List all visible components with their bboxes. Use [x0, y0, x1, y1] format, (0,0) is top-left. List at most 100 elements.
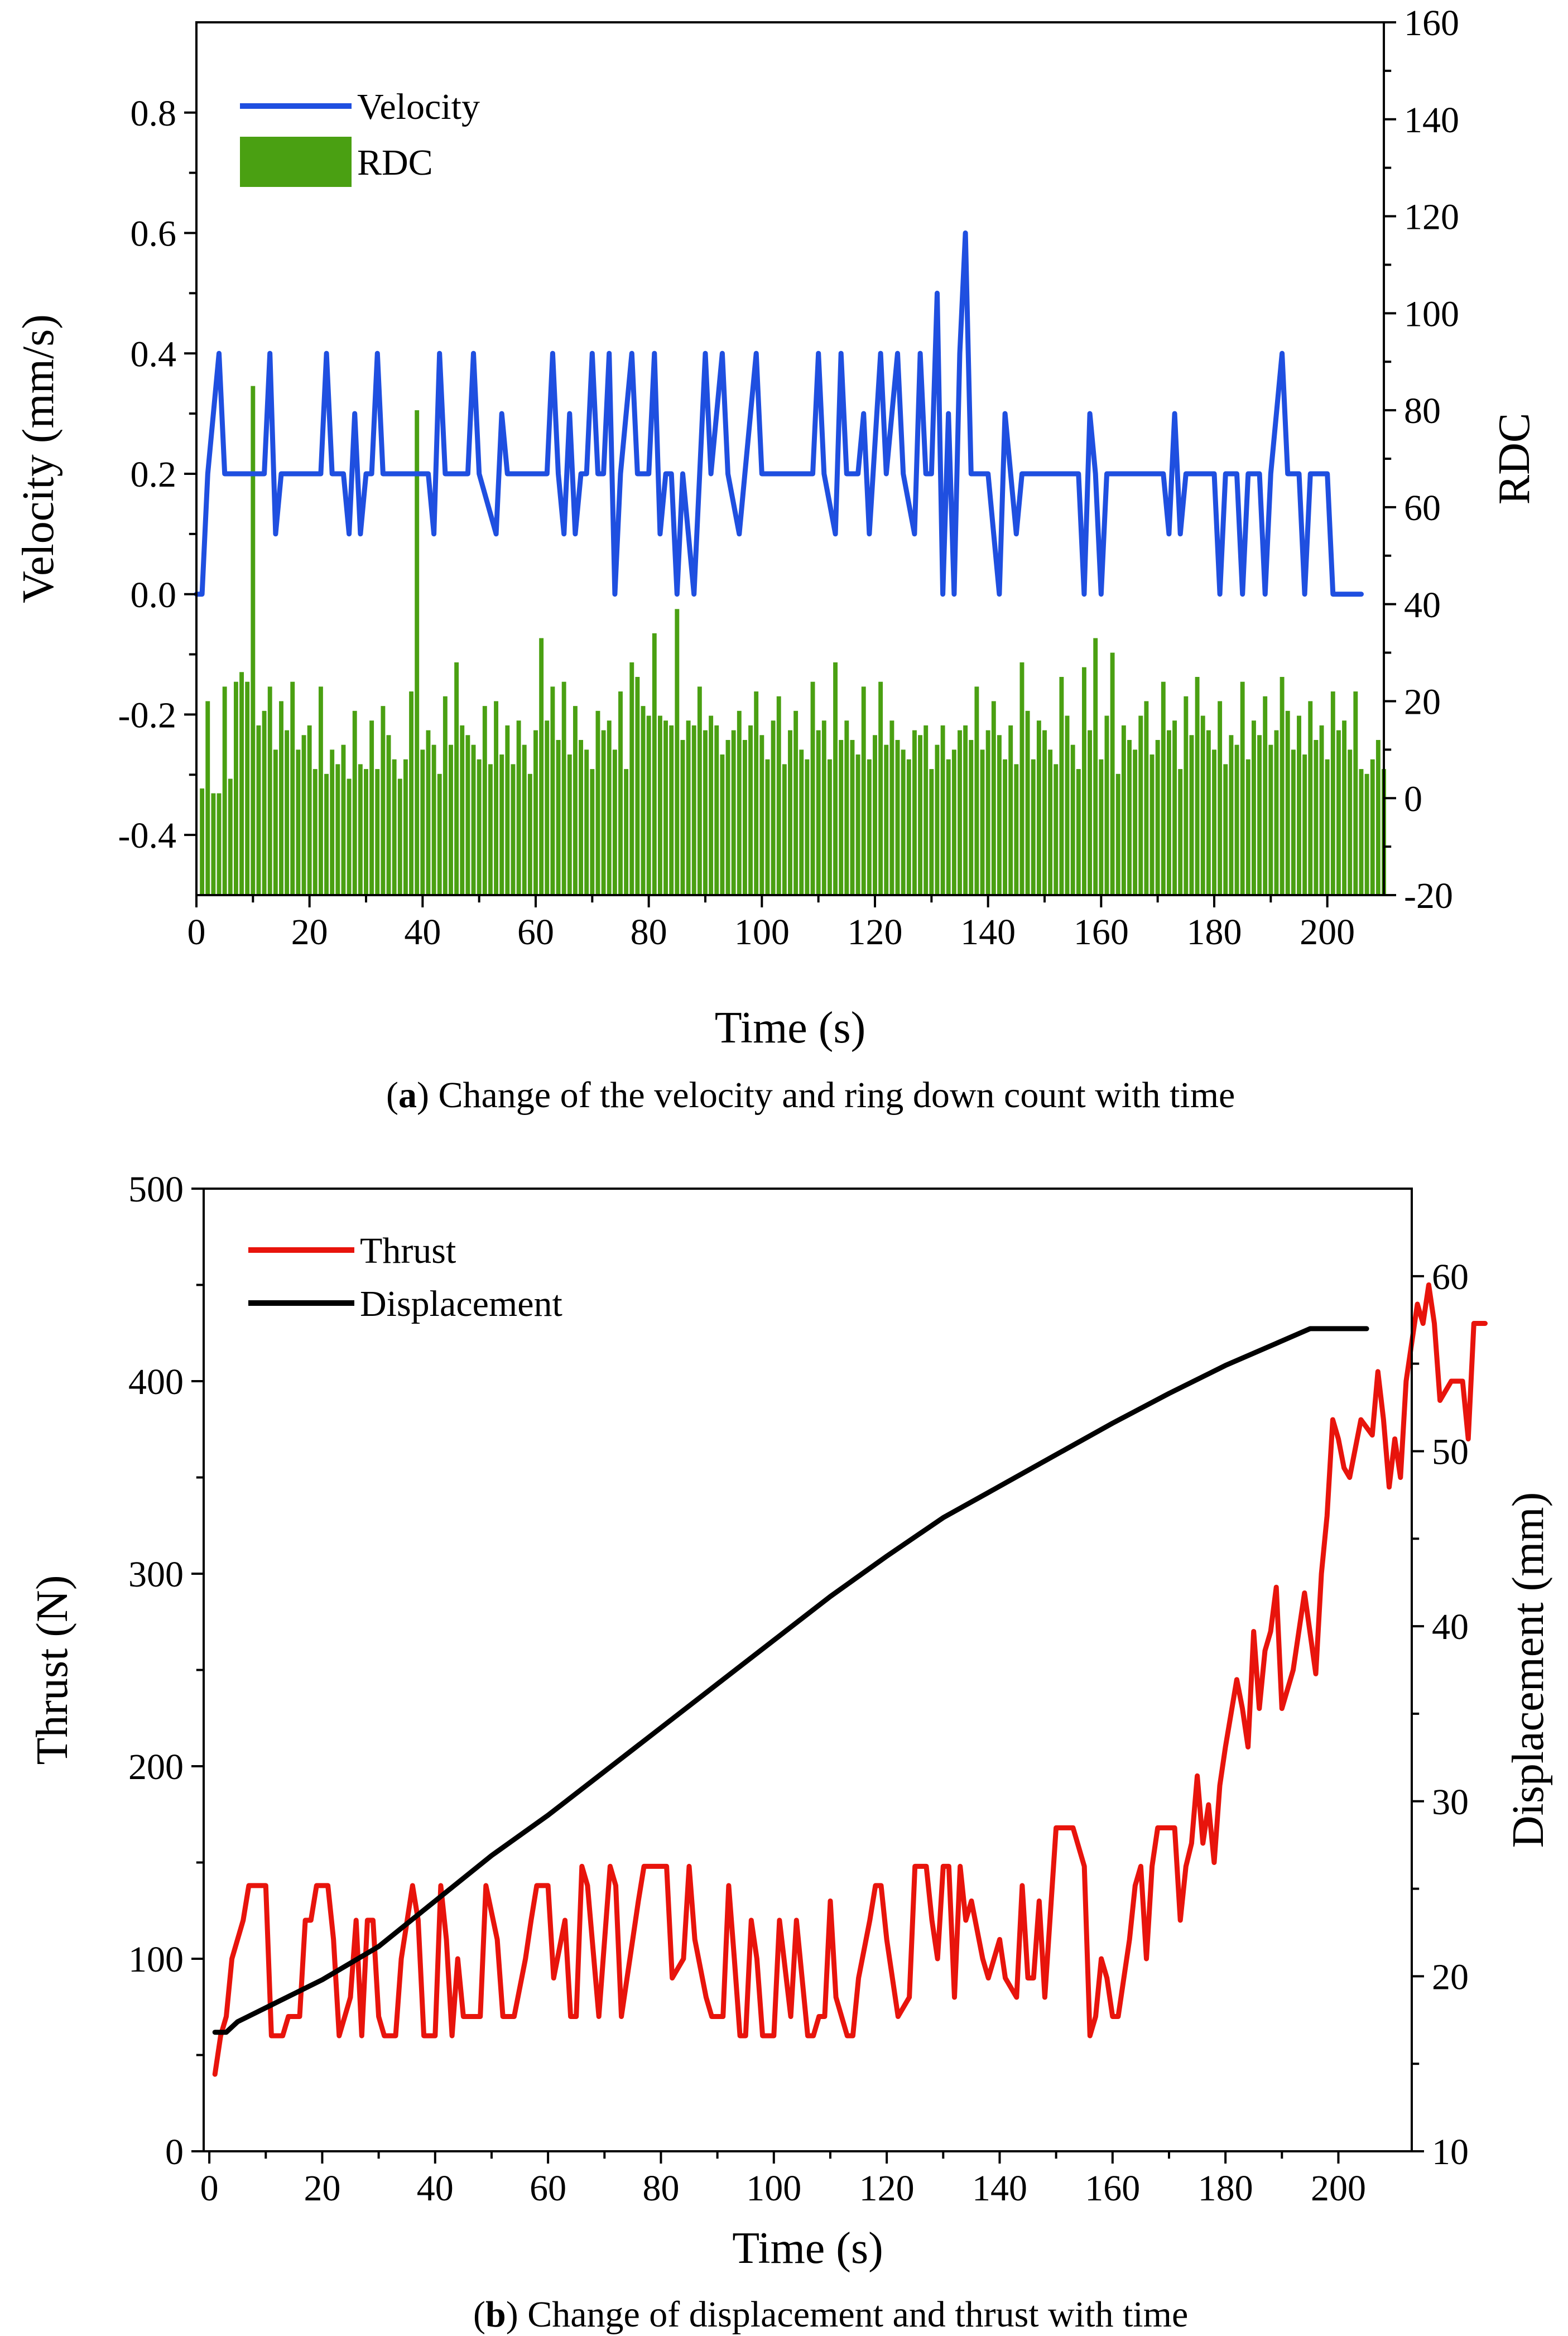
a-rdc-bar [1200, 715, 1205, 895]
a-y2-tick-label: 160 [1404, 3, 1459, 44]
a-rdc-bar [1206, 730, 1211, 895]
caption-a: (a) Change of the velocity and ring down… [386, 1075, 1235, 1116]
a-rdc-bar [1076, 769, 1081, 895]
a-rdc-bar [347, 778, 352, 895]
a-rdc-bar [958, 730, 962, 895]
a-rdc-bar [867, 759, 872, 895]
a-rdc-bar [1025, 710, 1030, 895]
a-rdc-bar [771, 720, 776, 895]
a-y-tick-label: -0.2 [118, 695, 176, 736]
a-rdc-bar [1189, 735, 1194, 895]
a-rdc-bar [816, 730, 821, 895]
b-y-tick-label: 400 [128, 1362, 184, 1402]
b-x-tick-label: 100 [746, 2168, 801, 2209]
a-rdc-bar [494, 701, 499, 895]
a-rdc-bar [1314, 739, 1319, 895]
a-rdc-bar [561, 681, 566, 895]
a-rdc-bar [940, 725, 945, 895]
a-rdc-bar [1308, 701, 1313, 895]
a-rdc-bar [697, 686, 702, 895]
b-x-tick-label: 180 [1198, 2168, 1253, 2209]
a-rdc-bar [1245, 759, 1250, 895]
a-rdc-bar [279, 701, 283, 895]
a-rdc-bar [1364, 773, 1369, 895]
b-legend-label-displacement: Displacement [360, 1284, 562, 1324]
a-rdc-bar [1342, 720, 1347, 895]
a-rdc-bar [1263, 696, 1268, 895]
a-rdc-bar [641, 706, 646, 895]
a-rdc-bar [805, 759, 810, 895]
b-x-tick-label: 40 [417, 2168, 454, 2209]
a-rdc-bar [974, 686, 979, 895]
a-rdc-bar [850, 739, 855, 895]
a-rdc-bar [505, 725, 510, 895]
b-y-axis-label: Thrust (N) [28, 1575, 77, 1765]
a-rdc-bar [686, 720, 691, 895]
a-rdc-bar [205, 701, 210, 895]
caption-a-letter: a [398, 1075, 417, 1116]
a-rdc-bar [1138, 715, 1143, 895]
a-rdc-bar [884, 744, 889, 895]
a-rdc-bar [420, 749, 425, 895]
a-y2-tick-label: 0 [1404, 778, 1422, 819]
a-rdc-bar [980, 749, 985, 895]
a-rdc-bar [375, 769, 380, 895]
a-rdc-bar [1014, 764, 1019, 895]
a-rdc-bar [1065, 715, 1070, 895]
b-thrust-line [212, 1282, 1488, 2077]
a-rdc-bar [267, 686, 272, 895]
a-x-axis-label: Time (s) [715, 1003, 865, 1052]
a-rdc-bar [709, 715, 714, 895]
a-rdc-bar [318, 686, 323, 895]
b-y-tick-label: 100 [128, 1939, 184, 1980]
a-rdc-bar [454, 662, 459, 895]
b-legend-label-thrust: Thrust [360, 1231, 456, 1271]
a-rdc-bar [833, 662, 838, 895]
a-rdc-bar [335, 764, 340, 895]
b-x-axis-label: Time (s) [732, 2224, 883, 2273]
b-x-tick-label: 200 [1311, 2168, 1366, 2209]
a-rdc-bar [624, 769, 629, 895]
a-rdc-bar [522, 744, 527, 895]
a-x-tick-label: 120 [848, 912, 903, 953]
a-rdc-bar [1336, 730, 1341, 895]
b-y2-axis-label: Displacement (mm) [1504, 1492, 1553, 1848]
a-rdc-bar [211, 793, 216, 895]
a-rdc-bar [963, 725, 968, 895]
a-rdc-bar [703, 730, 708, 895]
a-x-tick-label: 140 [960, 912, 1016, 953]
caption-b-letter: b [485, 2294, 506, 2335]
a-rdc-bar [397, 778, 402, 895]
a-rdc-bar [788, 730, 792, 895]
a-rdc-bar [437, 773, 442, 895]
a-rdc-bar [1110, 652, 1115, 895]
a-rdc-bar [488, 764, 493, 895]
chart-b: 0 20 40 60 80 100 120 140 160 180 200 0 100 200 300 400… [28, 1169, 1553, 2273]
a-rdc-bar [239, 672, 244, 895]
a-rdc-bar [465, 735, 470, 895]
a-rdc-bar [1054, 764, 1059, 895]
b-x-tick-label: 60 [530, 2168, 566, 2209]
a-rdc-bar [1218, 701, 1223, 895]
a-rdc-bar [442, 696, 448, 895]
a-rdc-bar [1088, 730, 1093, 895]
a-rdc-bar [1093, 638, 1098, 895]
a-rdc-bar [1008, 725, 1013, 895]
a-y2-tick-label: 80 [1404, 391, 1441, 431]
a-rdc-bar [821, 720, 826, 895]
a-y2-tick-label: 60 [1404, 488, 1441, 528]
a-rdc-bar [1330, 691, 1335, 895]
a-rdc-bar [918, 735, 923, 895]
a-rdc-bar [245, 681, 250, 895]
a-rdc-bar [1212, 749, 1216, 895]
a-rdc-bar [652, 633, 657, 895]
a-rdc-bar [364, 769, 368, 895]
a-rdc-bar [731, 730, 736, 895]
a-rdc-bar [607, 720, 612, 895]
a-rdc-bar [951, 749, 956, 895]
a-rdc-bar [635, 677, 640, 895]
a-rdc-bar [1302, 754, 1307, 895]
a-rdc-bar [799, 749, 804, 895]
a-rdc-bar [527, 773, 532, 895]
b-x-tick-label: 120 [859, 2168, 915, 2209]
